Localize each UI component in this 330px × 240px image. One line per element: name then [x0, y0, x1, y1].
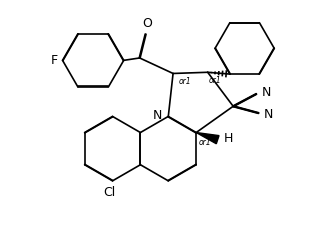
Text: or1: or1 [199, 138, 211, 147]
Text: Cl: Cl [103, 186, 115, 199]
Text: F: F [50, 54, 58, 67]
Polygon shape [196, 132, 219, 144]
Text: N: N [264, 108, 273, 121]
Text: or1: or1 [179, 77, 192, 86]
Text: N: N [153, 109, 162, 122]
Text: N: N [262, 86, 271, 99]
Text: H: H [224, 132, 233, 145]
Text: O: O [142, 17, 152, 30]
Text: or1: or1 [209, 76, 221, 85]
